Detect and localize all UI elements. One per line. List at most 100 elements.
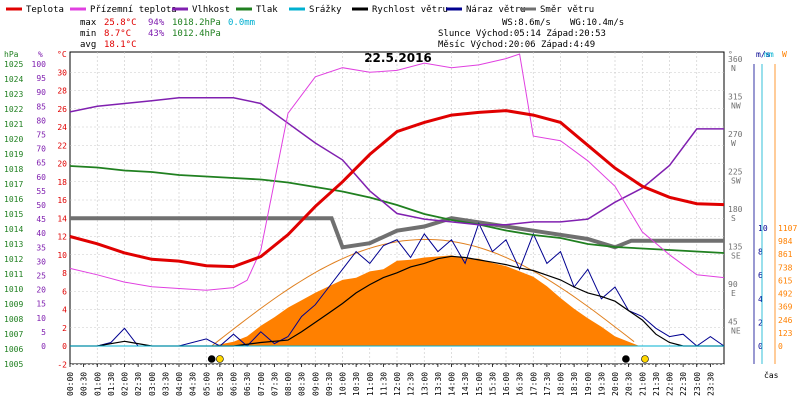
unit-degc: °C bbox=[57, 50, 67, 59]
stats-sun: Slunce Východ:05:14 Západ:20:53 bbox=[438, 29, 606, 39]
series-gust-line bbox=[70, 221, 725, 347]
unit-ms: m/s bbox=[756, 50, 771, 59]
tick-label-temperature: 24 bbox=[57, 123, 67, 132]
sun-moon-marker bbox=[622, 355, 630, 363]
tick-label-temperature: 6 bbox=[62, 287, 67, 296]
tick-label-direction-name: N bbox=[731, 64, 736, 73]
legend-label-prizemni: Přízemní teplota bbox=[90, 5, 177, 15]
tick-label-solar: 0 bbox=[778, 342, 783, 351]
legend-label-smer: Směr větru bbox=[540, 5, 594, 15]
tick-label-humidity: 5 bbox=[41, 328, 46, 337]
series-solar-area bbox=[211, 255, 640, 346]
legend-label-srazky: Srážky bbox=[309, 5, 342, 15]
tick-label-humidity: 30 bbox=[36, 257, 46, 266]
tick-label-humidity: 85 bbox=[36, 102, 46, 111]
tick-label-temperature: -2 bbox=[57, 360, 67, 369]
x-tick-label: 15:00 bbox=[475, 372, 484, 396]
tick-label-direction: 225 bbox=[728, 168, 743, 177]
tick-label-humidity: 10 bbox=[36, 314, 46, 323]
tick-label-humidity: 95 bbox=[36, 74, 46, 83]
x-tick-label: 10:00 bbox=[339, 372, 348, 396]
tick-label-humidity: 40 bbox=[36, 229, 46, 238]
tick-label-solar: 1107 bbox=[778, 224, 797, 233]
stats-max-label: max bbox=[80, 18, 97, 28]
tick-label-direction: 270 bbox=[728, 130, 743, 139]
tick-label-pressure: 1022 bbox=[4, 105, 23, 114]
tick-label-humidity: 20 bbox=[36, 286, 46, 295]
x-tick-label: 11:30 bbox=[379, 372, 388, 396]
tick-label-temperature: 30 bbox=[57, 68, 67, 77]
series-direction-line bbox=[70, 216, 724, 250]
tick-label-direction-name: E bbox=[731, 289, 736, 298]
tick-label-pressure: 1012 bbox=[4, 255, 23, 264]
x-tick-label: 22:30 bbox=[679, 372, 688, 396]
tick-label-humidity: 65 bbox=[36, 159, 46, 168]
tick-label-pressure: 1023 bbox=[4, 90, 23, 99]
stats-wg: WG:10.4m/s bbox=[570, 18, 624, 28]
tick-label-wind: 0 bbox=[758, 342, 763, 351]
axis-unit-headers: hPa % °C ° m/s mm W čas bbox=[4, 50, 787, 380]
x-tick-label: 10:30 bbox=[352, 372, 361, 396]
left-axes: 1005100610071008100910101011101210131014… bbox=[4, 60, 67, 369]
tick-label-pressure: 1006 bbox=[4, 345, 23, 354]
x-tick-label: 03:30 bbox=[161, 372, 170, 396]
series-temperature-line bbox=[69, 109, 725, 269]
tick-label-temperature: 2 bbox=[62, 324, 67, 333]
tick-label-direction: 135 bbox=[728, 243, 743, 252]
tick-label-wind: 6 bbox=[758, 271, 763, 280]
tick-label-temperature: 10 bbox=[57, 251, 67, 260]
tick-label-direction-name: SW bbox=[731, 177, 741, 186]
unit-mm: mm bbox=[764, 50, 774, 59]
x-tick-label: 18:00 bbox=[557, 372, 566, 396]
tick-label-direction: 90 bbox=[728, 280, 738, 289]
unit-w: W bbox=[782, 50, 787, 59]
x-tick-label: 00:00 bbox=[66, 372, 75, 396]
tick-label-solar: 615 bbox=[778, 276, 793, 285]
tick-label-temperature: 16 bbox=[57, 196, 67, 205]
tick-label-wind: 10 bbox=[758, 224, 768, 233]
series-ground-temp-line bbox=[69, 53, 725, 291]
tick-label-humidity: 70 bbox=[36, 145, 46, 154]
tick-label-pressure: 1014 bbox=[4, 225, 23, 234]
tick-label-wind: 8 bbox=[758, 248, 763, 257]
tick-label-pressure: 1019 bbox=[4, 150, 23, 159]
x-tick-label: 21:30 bbox=[652, 372, 661, 396]
tick-label-humidity: 75 bbox=[36, 131, 46, 140]
tick-label-humidity: 50 bbox=[36, 201, 46, 210]
unit-deg: ° bbox=[728, 50, 733, 59]
stats-ws: WS:8.6m/s bbox=[502, 18, 551, 28]
tick-label-temperature: 0 bbox=[62, 342, 67, 351]
x-tick-label: 06:00 bbox=[230, 372, 239, 396]
stats-min-press: 1012.4hPa bbox=[172, 29, 221, 39]
sun-moon-marker bbox=[216, 355, 224, 363]
x-tick-label: 20:30 bbox=[625, 372, 634, 396]
stats-max-temp: 25.8°C bbox=[104, 18, 137, 28]
legend-label-teplota: Teplota bbox=[26, 5, 64, 15]
x-tick-label: 14:00 bbox=[448, 372, 457, 396]
tick-label-temperature: 28 bbox=[57, 87, 67, 96]
x-tick-label: 03:00 bbox=[148, 372, 157, 396]
x-tick-label: 02:30 bbox=[134, 372, 143, 396]
x-tick-label: 04:30 bbox=[189, 372, 198, 396]
tick-label-solar: 861 bbox=[778, 250, 793, 259]
x-tick-label: 16:00 bbox=[502, 372, 511, 396]
solar-theoretical-curve bbox=[211, 238, 635, 347]
tick-label-pressure: 1025 bbox=[4, 60, 23, 69]
tick-label-pressure: 1007 bbox=[4, 330, 23, 339]
tick-label-temperature: 22 bbox=[57, 141, 67, 150]
x-tick-label: 04:00 bbox=[175, 372, 184, 396]
x-tick-label: 12:00 bbox=[393, 372, 402, 396]
tick-label-humidity: 55 bbox=[36, 187, 46, 196]
stats-rain: 0.0mm bbox=[228, 18, 255, 28]
x-tick-label: 20:00 bbox=[611, 372, 620, 396]
tick-label-direction: 315 bbox=[728, 93, 743, 102]
tick-label-humidity: 45 bbox=[36, 215, 46, 224]
stats-min-temp: 8.7°C bbox=[104, 29, 131, 39]
tick-label-pressure: 1020 bbox=[4, 135, 23, 144]
x-tick-label: 00:30 bbox=[80, 372, 89, 396]
tick-label-solar: 984 bbox=[778, 237, 793, 246]
stats-block: max 25.8°C 94% 1018.2hPa 0.0mm min 8.7°C… bbox=[80, 18, 624, 50]
tick-label-solar: 369 bbox=[778, 303, 793, 312]
stats-max-hum: 94% bbox=[148, 18, 165, 28]
stats-max-press: 1018.2hPa bbox=[172, 18, 221, 28]
